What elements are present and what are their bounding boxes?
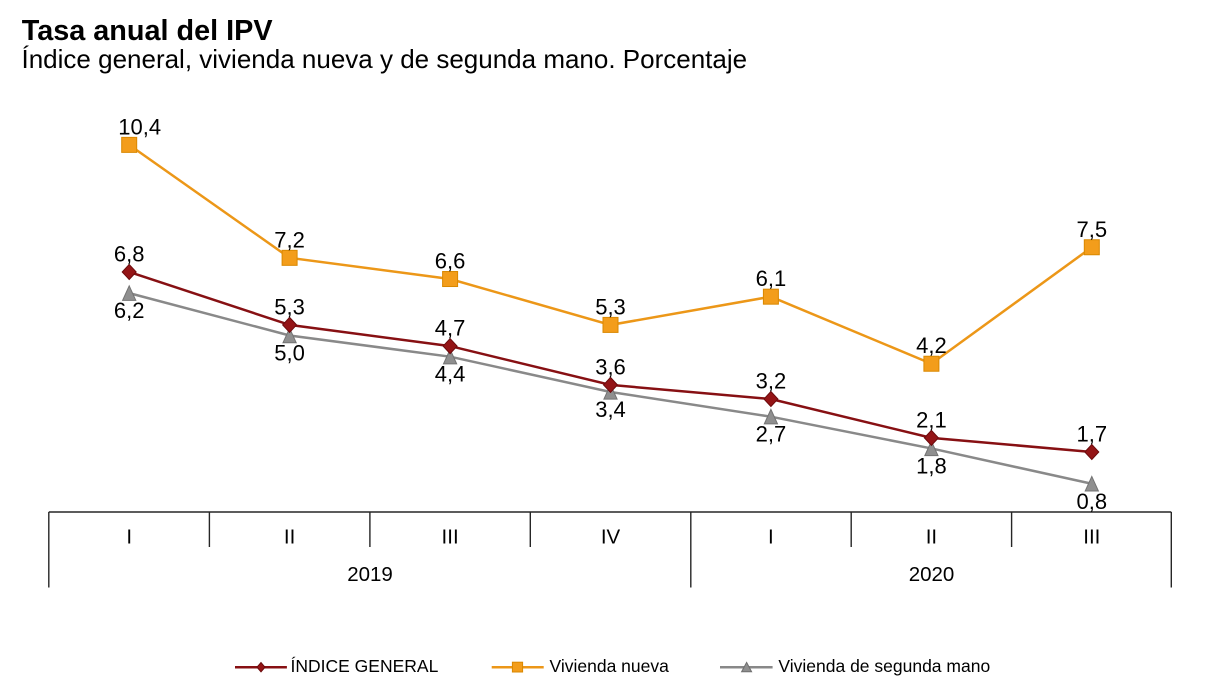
svg-text:4,2: 4,2: [916, 333, 947, 358]
svg-text:III: III: [442, 526, 459, 549]
svg-text:5,3: 5,3: [595, 294, 626, 319]
svg-text:6,1: 6,1: [756, 266, 787, 291]
svg-text:2,1: 2,1: [916, 407, 947, 432]
svg-text:5,3: 5,3: [274, 294, 305, 319]
svg-text:IV: IV: [601, 526, 621, 549]
svg-text:3,4: 3,4: [595, 397, 626, 422]
svg-text:10,4: 10,4: [118, 114, 161, 139]
svg-text:7,5: 7,5: [1077, 217, 1108, 242]
svg-text:Vivienda nueva: Vivienda nueva: [550, 656, 670, 676]
svg-text:II: II: [284, 526, 295, 549]
svg-text:4,4: 4,4: [435, 362, 466, 387]
svg-text:2,7: 2,7: [756, 422, 787, 447]
svg-text:1,7: 1,7: [1077, 421, 1108, 446]
svg-text:I: I: [126, 526, 132, 549]
svg-text:ÍNDICE GENERAL: ÍNDICE GENERAL: [291, 656, 439, 676]
svg-text:II: II: [926, 526, 937, 549]
svg-text:Índice general, vivienda nueva: Índice general, vivienda nueva y de segu…: [22, 44, 748, 74]
svg-text:7,2: 7,2: [274, 227, 305, 252]
svg-text:6,2: 6,2: [114, 298, 145, 323]
svg-text:0,8: 0,8: [1077, 489, 1108, 514]
svg-text:Tasa anual del IPV: Tasa anual del IPV: [22, 15, 274, 47]
svg-text:4,7: 4,7: [435, 316, 466, 341]
svg-text:6,6: 6,6: [435, 249, 466, 274]
svg-text:Vivienda de segunda mano: Vivienda de segunda mano: [778, 656, 990, 676]
svg-text:5,0: 5,0: [274, 341, 305, 366]
svg-text:6,8: 6,8: [114, 241, 145, 266]
svg-text:2019: 2019: [347, 563, 393, 586]
svg-text:3,6: 3,6: [595, 354, 626, 379]
svg-text:1,8: 1,8: [916, 453, 947, 478]
svg-text:3,2: 3,2: [756, 369, 787, 394]
svg-text:2020: 2020: [909, 563, 955, 586]
svg-text:III: III: [1083, 526, 1100, 549]
svg-text:I: I: [768, 526, 774, 549]
